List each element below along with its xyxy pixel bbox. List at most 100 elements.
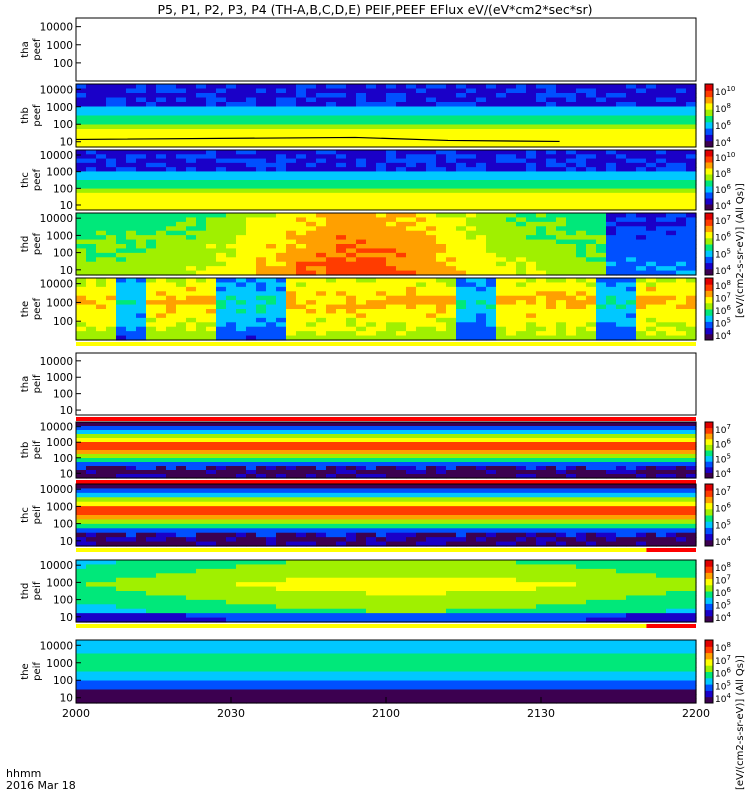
heatmap-cell	[246, 335, 257, 341]
heatmap-cell	[226, 426, 237, 431]
heatmap-cell	[406, 326, 417, 332]
heatmap-cell	[676, 138, 687, 144]
heatmap-cell	[156, 309, 167, 315]
heatmap-cell	[486, 129, 497, 135]
heatmap-cell	[526, 201, 537, 207]
heatmap-cell	[246, 422, 257, 427]
colorbar-segment	[705, 440, 713, 444]
heatmap-cell	[296, 532, 307, 538]
heatmap-cell	[216, 466, 227, 471]
heatmap-cell	[306, 93, 317, 99]
heatmap-cell	[276, 537, 287, 543]
heatmap-cell	[426, 158, 437, 164]
heatmap-cell	[426, 270, 437, 276]
heatmap-cell	[156, 426, 167, 431]
heatmap-cell	[436, 474, 447, 479]
heatmap-cell	[346, 466, 357, 471]
heatmap-cell	[546, 434, 557, 439]
heatmap-cell	[116, 497, 127, 503]
heatmap-cell	[476, 252, 487, 258]
heatmap-cell	[316, 213, 327, 219]
heatmap-cell	[116, 488, 127, 494]
heatmap-cell	[406, 248, 417, 254]
heatmap-cell	[486, 213, 497, 219]
heatmap-cell	[646, 84, 657, 90]
heatmap-cell	[216, 167, 227, 173]
heatmap-cell	[146, 515, 157, 521]
heatmap-cell	[116, 213, 127, 219]
heatmap-cell	[116, 291, 127, 297]
heatmap-cell	[456, 226, 467, 232]
heatmap-cell	[446, 226, 457, 232]
heatmap-cell	[456, 446, 467, 451]
heatmap-cell	[496, 248, 507, 254]
heatmap-cell	[486, 120, 497, 126]
heatmap-cell	[356, 519, 367, 525]
heatmap-cell	[166, 528, 177, 534]
colorbar-segment	[705, 423, 713, 427]
heatmap-cell	[316, 278, 327, 284]
heatmap-cell	[346, 492, 357, 498]
heatmap-cell	[386, 304, 397, 310]
heatmap-cell	[426, 84, 437, 90]
heatmap-cell	[86, 497, 97, 503]
colorbar-segment	[705, 433, 713, 436]
heatmap-cell	[446, 326, 457, 332]
heatmap-cell	[316, 197, 327, 203]
heatmap-cell	[346, 201, 357, 207]
heatmap-cell	[426, 257, 437, 263]
heatmap-cell	[96, 309, 107, 315]
heatmap-cell	[236, 106, 247, 112]
heatmap-cell	[196, 492, 207, 498]
heatmap-cell	[606, 430, 617, 435]
heatmap-cell	[576, 300, 587, 306]
heatmap-cell	[626, 111, 637, 117]
heatmap-cell	[216, 278, 227, 284]
heatmap-cell	[236, 162, 247, 168]
heatmap-cell	[656, 197, 667, 203]
heatmap-cell	[276, 278, 287, 284]
heatmap-cell	[666, 150, 677, 155]
heatmap-cell	[226, 154, 237, 160]
heatmap-cell	[116, 120, 127, 126]
heatmap-cell	[576, 331, 587, 337]
heatmap-cell	[526, 466, 537, 471]
heatmap-cell	[396, 446, 407, 451]
heatmap-cell	[366, 184, 377, 190]
heatmap-cell	[246, 462, 257, 467]
heatmap-cell	[206, 454, 217, 459]
heatmap-cell	[646, 138, 657, 144]
heatmap-cell	[116, 532, 127, 538]
heatmap-cell	[496, 470, 507, 475]
heatmap-cell	[306, 150, 317, 155]
heatmap-cell	[96, 154, 107, 160]
heatmap-cell	[156, 295, 167, 301]
heatmap-cell	[506, 270, 517, 276]
heatmap-cell	[586, 430, 597, 435]
heatmap-cell	[656, 124, 667, 130]
heatmap-cell	[436, 309, 447, 315]
colorbar-segment	[705, 262, 713, 266]
heatmap-cell	[166, 295, 177, 301]
heatmap-cell	[666, 442, 677, 447]
heatmap-cell	[246, 326, 257, 332]
heatmap-cell	[106, 84, 117, 90]
heatmap-cell	[206, 317, 217, 323]
colorbar-segment	[705, 337, 713, 341]
heatmap-cell	[356, 97, 367, 103]
heatmap-cell	[236, 244, 247, 250]
heatmap-cell	[326, 541, 337, 547]
heatmap-cell	[266, 470, 277, 475]
heatmap-cell	[136, 304, 147, 310]
heatmap-cell	[506, 226, 517, 232]
heatmap-cell	[206, 519, 217, 525]
heatmap-cell	[336, 138, 347, 144]
heatmap-cell	[476, 124, 487, 130]
heatmap-cell	[366, 201, 377, 207]
heatmap-cell	[106, 442, 117, 447]
heatmap-cell	[276, 197, 287, 203]
heatmap-cell	[646, 295, 657, 301]
heatmap-cell	[286, 484, 297, 490]
heatmap-cell	[616, 317, 627, 323]
heatmap-cell	[206, 295, 217, 301]
